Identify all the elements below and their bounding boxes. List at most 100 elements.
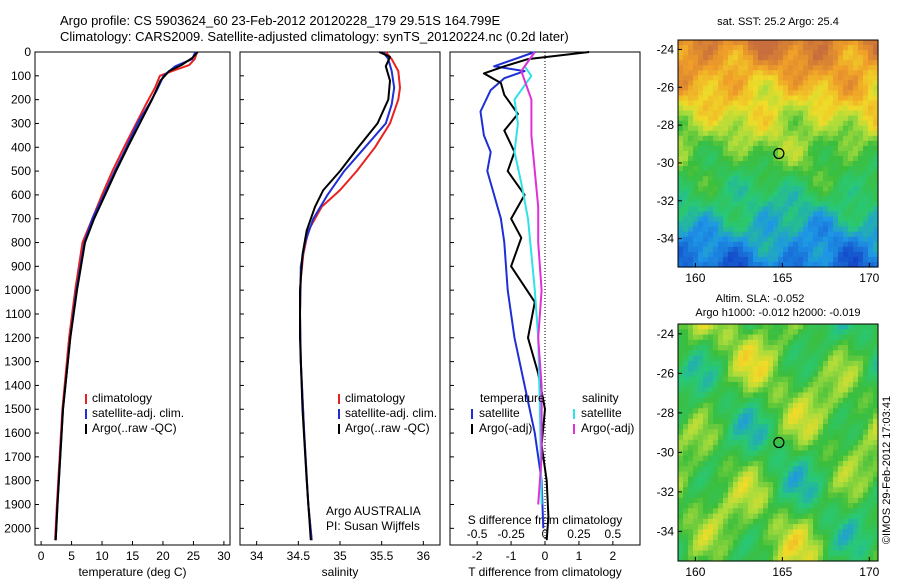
map2-cell — [833, 450, 839, 457]
map2-cell — [843, 429, 849, 436]
map2-cell — [758, 413, 764, 420]
map1-cell — [763, 120, 769, 127]
map1-cell — [823, 45, 829, 51]
map2-cell — [678, 418, 684, 425]
map2-cell — [808, 392, 814, 399]
map2-cell — [688, 408, 694, 415]
map1-cell — [848, 246, 854, 253]
map2-cell — [748, 376, 754, 383]
map1-cell — [678, 261, 684, 268]
map2-cell — [773, 434, 779, 441]
map2-cell — [828, 497, 834, 504]
map2-cell — [843, 455, 849, 462]
map2-cell — [833, 424, 839, 430]
map2-cell — [693, 460, 699, 467]
map1-cell — [748, 85, 754, 92]
map1-cell — [808, 166, 814, 172]
map2-cell — [818, 471, 824, 478]
map1-cell — [738, 236, 744, 243]
map2-cell — [853, 334, 859, 341]
map1-cell — [773, 60, 779, 66]
map2-cell — [803, 460, 809, 467]
map1-cell — [768, 156, 774, 162]
map2-cell — [813, 371, 819, 378]
panel3-xlabel: T difference from climatology — [468, 565, 622, 579]
map2-cell — [828, 518, 834, 525]
map2-cell — [818, 360, 824, 367]
map1-cell — [683, 85, 689, 92]
panel3-top-xtick-label: 0 — [542, 527, 549, 541]
map1-cell — [703, 135, 709, 142]
map2-cell — [803, 471, 809, 478]
map2-cell — [768, 513, 774, 520]
map1-cell — [793, 115, 799, 122]
map1-cell — [738, 120, 744, 127]
map1-cell — [808, 156, 814, 162]
map2-cell — [803, 355, 809, 362]
map2-cell — [838, 476, 844, 483]
map2-cell — [793, 392, 799, 399]
map1-cell — [853, 156, 859, 162]
map2-cell — [738, 524, 744, 530]
map1-cell — [733, 166, 739, 172]
map2-cell — [703, 355, 709, 362]
map1-cell — [703, 196, 709, 203]
map2-cell — [808, 366, 814, 372]
map1-cell — [698, 161, 704, 167]
map1-cell — [703, 60, 709, 66]
map1-cell — [833, 196, 839, 203]
map1-cell — [693, 130, 699, 137]
map1-cell — [778, 211, 784, 218]
map2-cell — [838, 503, 844, 509]
map2-cell — [828, 429, 834, 436]
map2-cell — [788, 508, 794, 515]
map1-cell — [858, 105, 864, 112]
map1-cell — [873, 221, 879, 228]
map1-cell — [863, 156, 869, 162]
map1-cell — [738, 186, 744, 192]
map1-cell — [688, 65, 694, 71]
map1-cell — [793, 100, 799, 107]
map1-cell — [803, 171, 809, 177]
map1-cell — [763, 80, 769, 86]
map2-cell — [723, 524, 729, 530]
map1-cell — [753, 256, 759, 263]
map2-cell — [843, 434, 849, 441]
map2-cell — [813, 418, 819, 425]
map1-cell — [688, 186, 694, 192]
map1-cell — [728, 95, 734, 102]
panel1-ytick-label: 800 — [11, 236, 31, 250]
map2-cell — [768, 429, 774, 436]
map1-cell — [768, 100, 774, 107]
map1-cell — [778, 45, 784, 51]
map2-cell — [748, 471, 754, 478]
map1-cell — [738, 256, 744, 263]
map2-cell — [718, 497, 724, 504]
map1-cell — [838, 156, 844, 162]
map1-cell — [798, 40, 804, 46]
map1-cell — [693, 206, 699, 213]
map2-cell — [748, 324, 754, 330]
map1-cell — [758, 161, 764, 167]
map2-cell — [863, 555, 869, 562]
map2-cell — [828, 339, 834, 346]
map1-cell — [743, 206, 749, 213]
map2-cell — [808, 350, 814, 357]
map2-cell — [833, 418, 839, 425]
map2-cell — [828, 366, 834, 372]
map1-cell — [763, 65, 769, 71]
map1-cell — [773, 246, 779, 253]
map2-cell — [858, 545, 864, 552]
map1-cell — [733, 171, 739, 177]
map1-cell — [823, 80, 829, 86]
map2-cell — [693, 345, 699, 351]
map2-cell — [748, 508, 754, 515]
map2-cell — [823, 550, 829, 557]
map2-cell — [743, 450, 749, 457]
map1-cell — [818, 60, 824, 66]
map2-cell — [808, 324, 814, 330]
map2-cell — [733, 455, 739, 462]
map1-frame — [677, 39, 879, 268]
map1-cell — [863, 120, 869, 127]
map2-cell — [838, 397, 844, 404]
